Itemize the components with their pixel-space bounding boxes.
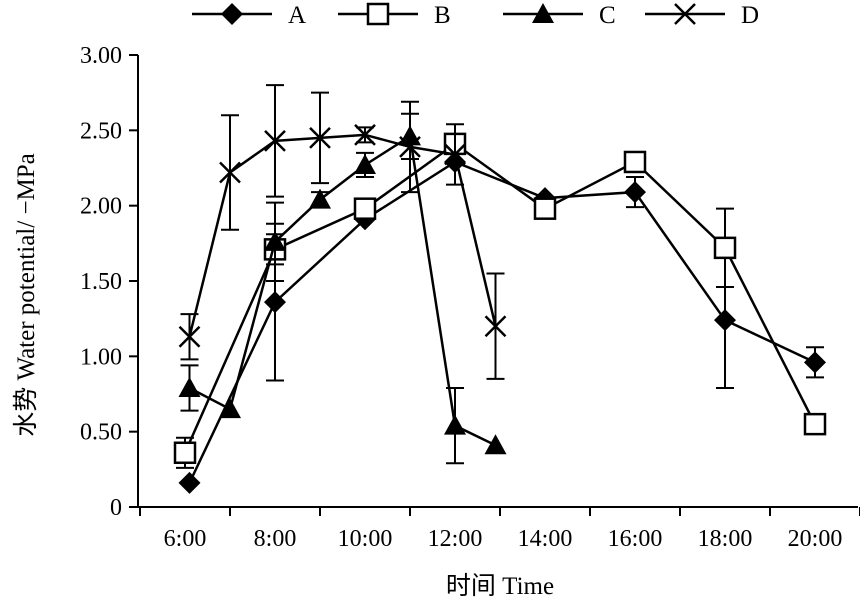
series-line-A — [188, 160, 816, 484]
y-tick-label: 0 — [110, 495, 122, 521]
x-marker-stroke — [309, 126, 331, 149]
data-point-C — [309, 188, 331, 209]
legend-marker — [532, 3, 554, 23]
x-marker-stroke — [674, 3, 696, 25]
x-marker-stroke — [444, 143, 466, 166]
data-point-D — [354, 123, 376, 146]
data-point-B — [533, 197, 557, 220]
plot-series — [173, 84, 827, 494]
series-line-B — [183, 142, 817, 454]
legend-label: A — [288, 2, 306, 29]
x-tick-label: 8:00 — [254, 526, 297, 552]
data-point-A — [714, 309, 736, 332]
series-line-C — [188, 134, 497, 447]
legend-item-D: D — [645, 2, 759, 29]
series-A — [178, 150, 826, 494]
y-tick-label: 2.50 — [80, 118, 122, 144]
data-point-D — [484, 315, 507, 338]
y-axis: 0 0.50 1.00 1.50 2.00 2.50 3.00 — [80, 43, 139, 521]
data-point-C — [354, 153, 376, 174]
x-marker-stroke — [219, 161, 241, 184]
x-tick-label: 10:00 — [338, 526, 393, 552]
legend-label: D — [741, 2, 759, 29]
y-axis-title: 水势 Water potential/ −MPa — [12, 153, 40, 437]
x-marker-stroke — [178, 325, 201, 348]
legend-marker — [221, 3, 243, 25]
data-point-B — [353, 197, 377, 220]
legend-label: C — [599, 2, 616, 29]
legend-marker — [366, 2, 390, 26]
data-point-A — [264, 291, 286, 314]
x-marker-stroke — [354, 123, 376, 146]
data-point-C — [484, 434, 507, 455]
x-axis: 6:00 8:00 10:00 12:00 14:00 16:00 18:00 20:00 — [138, 506, 860, 552]
series-D — [178, 84, 507, 380]
x-marker-stroke — [484, 315, 507, 338]
data-point-C — [178, 376, 201, 397]
x-tick-label: 6:00 — [164, 526, 207, 552]
x-marker-stroke — [264, 129, 286, 152]
legend-item-C: C — [503, 2, 616, 29]
x-tick-label: 14:00 — [518, 526, 573, 552]
data-point-D — [219, 161, 241, 184]
data-point-C — [264, 230, 286, 251]
data-point-C — [219, 398, 241, 419]
data-point-D — [178, 325, 201, 348]
x-tick-label: 20:00 — [788, 526, 843, 552]
legend-item-A: A — [192, 2, 306, 29]
y-tick-label: 2.00 — [80, 194, 122, 220]
data-point-B — [173, 441, 197, 465]
legend-label: B — [434, 2, 451, 29]
legend-item-B: B — [338, 2, 451, 29]
data-point-A — [624, 181, 646, 204]
x-tick-label: 16:00 — [608, 526, 663, 552]
series-line-D — [188, 133, 497, 338]
data-point-C — [444, 414, 466, 435]
data-point-D — [444, 143, 466, 166]
data-point-D — [399, 136, 421, 158]
x-tick-label: 18:00 — [698, 526, 753, 552]
x-marker-stroke — [399, 136, 421, 158]
y-tick-label: 3.00 — [80, 43, 122, 69]
legend-marker — [674, 3, 696, 25]
x-tick-label: 12:00 — [428, 526, 483, 552]
series-B — [173, 132, 827, 469]
data-point-A — [804, 351, 826, 374]
data-point-D — [309, 126, 331, 149]
data-point-D — [264, 129, 286, 152]
legend: A B C D — [192, 2, 759, 29]
y-tick-label: 1.00 — [80, 344, 122, 370]
data-point-B — [803, 412, 827, 436]
y-tick-label: 1.50 — [80, 269, 122, 295]
x-axis-title: 时间 Time — [446, 572, 554, 600]
data-point-B — [623, 150, 647, 174]
data-point-A — [178, 471, 201, 494]
y-tick-label: 0.50 — [80, 420, 122, 446]
data-point-B — [713, 236, 737, 260]
